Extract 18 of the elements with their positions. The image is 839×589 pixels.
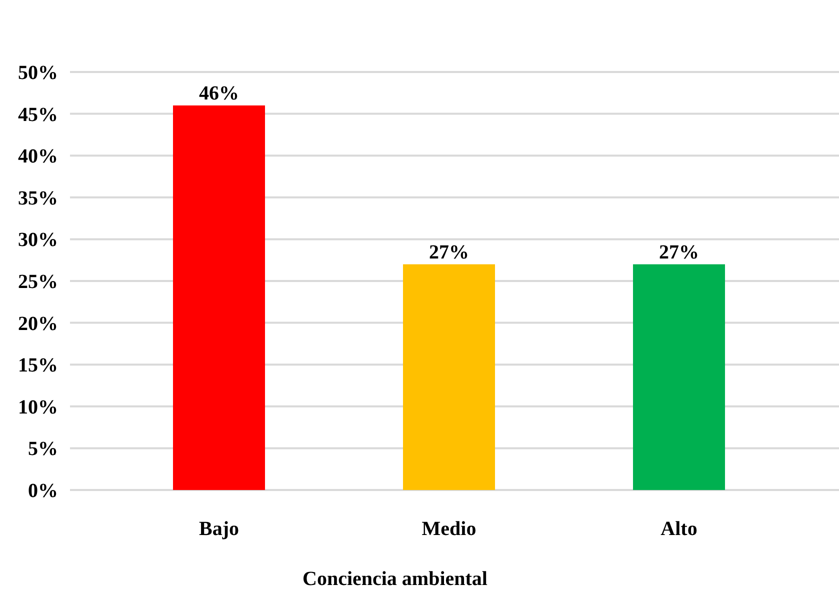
y-tick-label: 0% <box>28 480 58 502</box>
y-tick-label: 40% <box>18 146 58 168</box>
x-axis-title: Conciencia ambiental <box>302 568 488 589</box>
data-label: 27% <box>659 241 699 264</box>
x-tick-label: Alto <box>660 518 698 540</box>
y-tick-label: 35% <box>18 187 58 210</box>
y-tick-label: 25% <box>18 271 58 293</box>
y-tick-label: 15% <box>18 354 58 377</box>
data-label: 46% <box>199 82 239 104</box>
y-tick-label: 45% <box>18 104 58 126</box>
y-tick-label: 10% <box>18 396 58 418</box>
x-tick-label: Bajo <box>199 518 239 540</box>
y-tick-label: 5% <box>28 438 58 460</box>
x-tick-label: Medio <box>422 518 476 540</box>
y-tick-label: 50% <box>18 62 58 84</box>
y-tick-label: 20% <box>18 312 58 335</box>
y-tick-label: 30% <box>18 229 58 252</box>
data-label: 27% <box>429 241 469 264</box>
